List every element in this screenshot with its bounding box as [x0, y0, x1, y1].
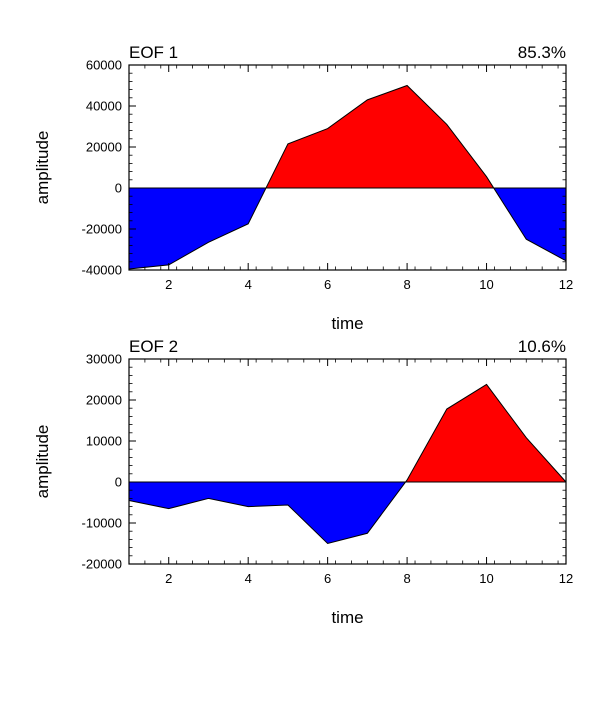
positive-area: [405, 384, 566, 482]
y-axis-title: amplitude: [33, 131, 52, 205]
y-tick-label: 20000: [86, 393, 122, 408]
x-tick-label: 12: [559, 571, 573, 586]
x-tick-label: 12: [559, 277, 573, 292]
panel-title: EOF 2: [129, 337, 178, 356]
y-tick-label: -10000: [82, 516, 122, 531]
y-tick-label: 30000: [86, 352, 122, 367]
x-tick-label: 8: [403, 277, 410, 292]
x-tick-label: 2: [165, 277, 172, 292]
y-tick-label: -20000: [82, 222, 122, 237]
y-tick-label: -40000: [82, 263, 122, 278]
y-axis-title: amplitude: [33, 425, 52, 499]
y-tick-label: 20000: [86, 140, 122, 155]
y-tick-label: -20000: [82, 557, 122, 572]
x-tick-label: 10: [479, 277, 493, 292]
negative-area: [493, 188, 566, 261]
eof-1-panel: 2 4 6 8 10 12 -40000 -20000 0 20000 40000 60000 EOF …: [33, 43, 573, 333]
x-tick-label: 2: [165, 571, 172, 586]
x-tick-label: 4: [245, 571, 252, 586]
x-axis-title: time: [331, 608, 363, 627]
x-tick-label: 6: [324, 571, 331, 586]
y-tick-label: 10000: [86, 434, 122, 449]
x-tick-label: 10: [479, 571, 493, 586]
x-tick-label: 4: [245, 277, 252, 292]
x-tick-label: 8: [403, 571, 410, 586]
plot-frame: [128, 64, 567, 271]
plot-frame: [128, 358, 567, 565]
y-tick-label: 60000: [86, 58, 122, 73]
positive-area: [266, 85, 494, 188]
negative-area: [129, 188, 267, 269]
x-tick-label: 6: [324, 277, 331, 292]
variance-percent-label: 85.3%: [518, 43, 566, 62]
negative-area: [129, 482, 406, 544]
series-line: [128, 383, 567, 545]
x-axis-title: time: [331, 314, 363, 333]
variance-percent-label: 10.6%: [518, 337, 566, 356]
y-tick-label: 40000: [86, 99, 122, 114]
eof-2-panel: 2 4 6 8 10 12 -20000 -10000 0 10000 20000 30000 EOF …: [33, 337, 573, 627]
y-tick-label: 0: [115, 475, 122, 490]
panel-title: EOF 1: [129, 43, 178, 62]
series-line: [128, 84, 567, 270]
y-tick-label: 0: [115, 181, 122, 196]
